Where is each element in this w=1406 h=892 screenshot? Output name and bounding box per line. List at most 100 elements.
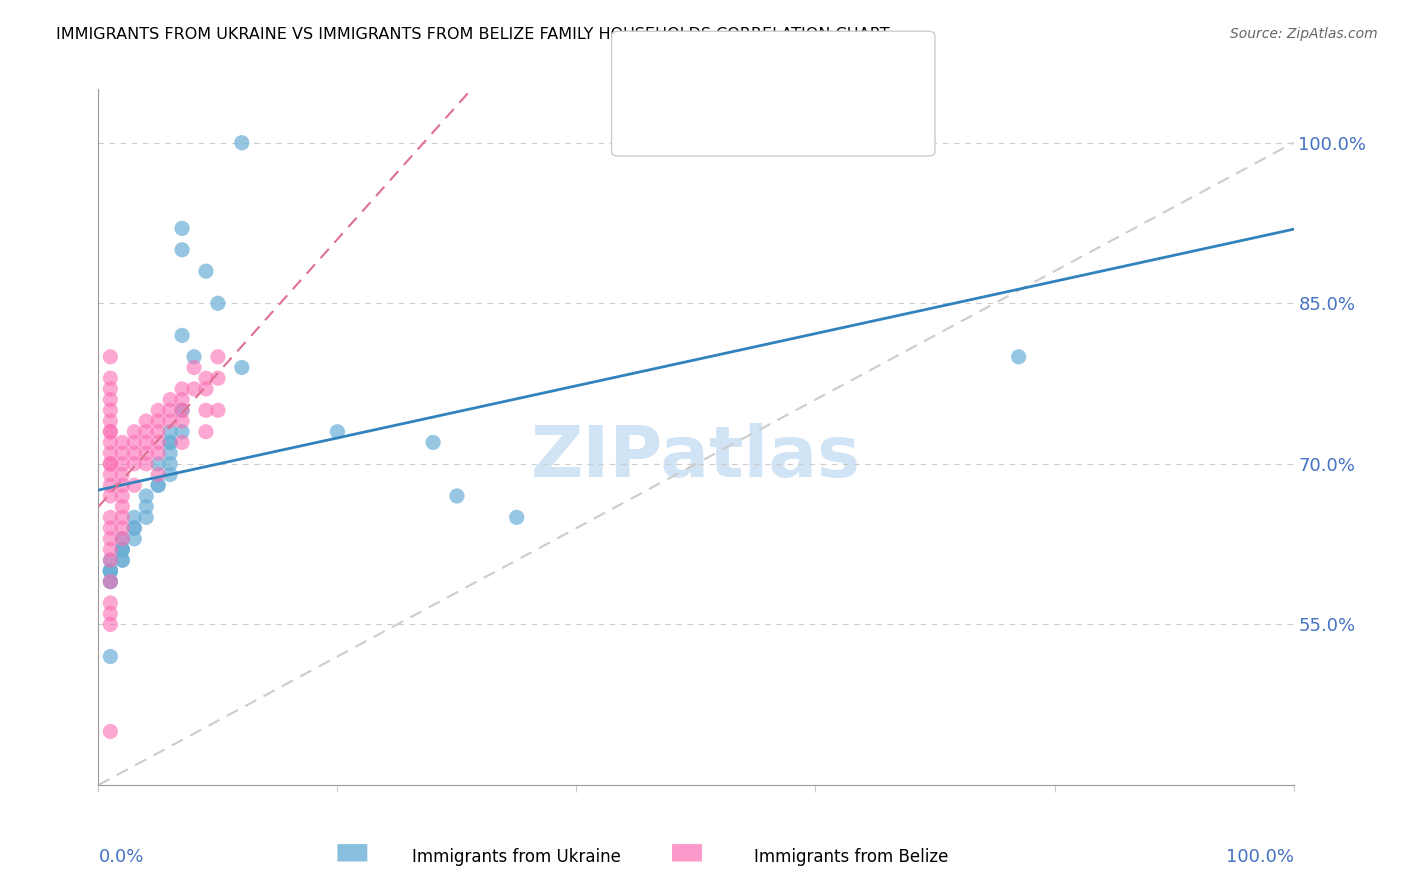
Text: 100.0%: 100.0% — [1226, 847, 1294, 865]
Point — [98, 510, 122, 524]
Point — [98, 532, 122, 546]
Point — [135, 435, 157, 450]
Point — [98, 574, 122, 589]
Point — [98, 446, 122, 460]
Point — [207, 296, 229, 310]
Point — [111, 542, 134, 557]
Point — [135, 414, 157, 428]
Point — [159, 457, 181, 471]
Point — [98, 521, 122, 535]
Point — [207, 350, 229, 364]
Point — [148, 446, 170, 460]
Point — [506, 510, 529, 524]
Point — [98, 425, 122, 439]
Point — [98, 564, 122, 578]
Point — [172, 414, 194, 428]
Point — [111, 532, 134, 546]
Point — [111, 521, 134, 535]
Point — [111, 457, 134, 471]
Point — [111, 542, 134, 557]
Point — [159, 435, 181, 450]
Point — [98, 435, 122, 450]
Point — [172, 243, 194, 257]
Point — [111, 446, 134, 460]
Point — [183, 350, 205, 364]
Point — [111, 478, 134, 492]
Point — [195, 425, 218, 439]
Point — [159, 414, 181, 428]
Point — [172, 435, 194, 450]
Point — [98, 574, 122, 589]
Point — [148, 435, 170, 450]
Point — [98, 553, 122, 567]
Point — [98, 382, 122, 396]
Point — [195, 403, 218, 417]
Point — [135, 500, 157, 514]
Point — [111, 542, 134, 557]
Point — [98, 649, 122, 664]
Point — [231, 136, 253, 150]
Point — [159, 425, 181, 439]
Point — [98, 489, 122, 503]
Text: ZIPatlas: ZIPatlas — [531, 424, 860, 492]
Point — [124, 425, 146, 439]
Text: 0.0%: 0.0% — [98, 847, 143, 865]
FancyBboxPatch shape — [337, 844, 367, 862]
Point — [111, 467, 134, 482]
Point — [159, 446, 181, 460]
Point — [124, 510, 146, 524]
Point — [207, 403, 229, 417]
Point — [124, 521, 146, 535]
Point — [98, 457, 122, 471]
Point — [172, 425, 194, 439]
Point — [195, 371, 218, 385]
Point — [135, 489, 157, 503]
Point — [98, 371, 122, 385]
Point — [98, 414, 122, 428]
Point — [148, 467, 170, 482]
Point — [98, 553, 122, 567]
Point — [124, 457, 146, 471]
Point — [98, 457, 122, 471]
Point — [135, 457, 157, 471]
Point — [98, 478, 122, 492]
FancyBboxPatch shape — [672, 844, 702, 862]
Point — [98, 425, 122, 439]
Point — [98, 617, 122, 632]
Point — [98, 564, 122, 578]
Point — [446, 489, 468, 503]
Point — [148, 414, 170, 428]
Text: Immigrants from Ukraine: Immigrants from Ukraine — [412, 847, 621, 865]
Point — [159, 403, 181, 417]
Point — [172, 403, 194, 417]
Point — [159, 467, 181, 482]
Point — [135, 510, 157, 524]
Point — [135, 446, 157, 460]
Point — [98, 542, 122, 557]
Point — [111, 532, 134, 546]
Point — [124, 532, 146, 546]
Point — [135, 425, 157, 439]
Point — [183, 360, 205, 375]
Point — [148, 478, 170, 492]
Text: Source: ZipAtlas.com: Source: ZipAtlas.com — [1230, 27, 1378, 41]
Point — [326, 425, 349, 439]
Text: Immigrants from Belize: Immigrants from Belize — [754, 847, 949, 865]
Point — [98, 596, 122, 610]
Point — [207, 371, 229, 385]
Point — [98, 574, 122, 589]
Point — [148, 457, 170, 471]
Legend: R =  0.336   N = 45, R =  0.177   N = 68: R = 0.336 N = 45, R = 0.177 N = 68 — [638, 85, 873, 152]
Point — [98, 467, 122, 482]
Point — [195, 264, 218, 278]
Point — [172, 221, 194, 235]
Point — [422, 435, 444, 450]
Point — [172, 392, 194, 407]
Point — [111, 500, 134, 514]
Point — [98, 607, 122, 621]
Point — [195, 382, 218, 396]
Point — [148, 425, 170, 439]
Point — [111, 435, 134, 450]
Point — [159, 392, 181, 407]
Point — [172, 382, 194, 396]
